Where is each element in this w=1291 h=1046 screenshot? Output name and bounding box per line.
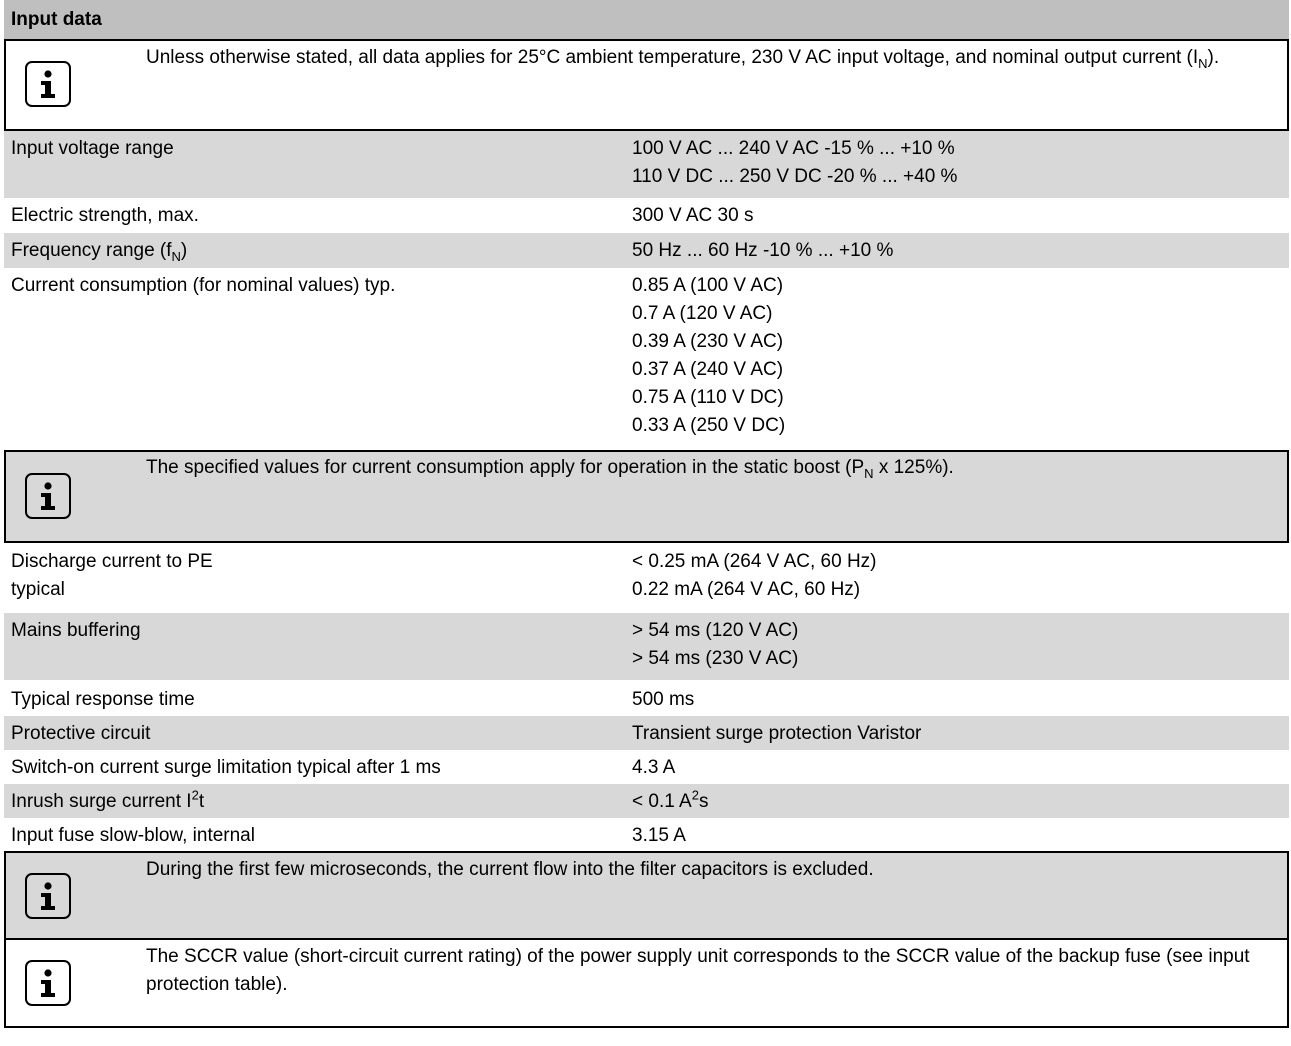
table-row: Frequency range (fN) 50 Hz ... 60 Hz -10…	[4, 233, 1289, 268]
row-value: 100 V AC ... 240 V AC -15 % ... +10 % 11…	[632, 138, 958, 187]
info-icon	[25, 473, 71, 519]
row-label: Input fuse slow-blow, internal	[11, 825, 255, 846]
row-value: 500 ms	[632, 689, 695, 710]
row-label: Input voltage range	[11, 138, 174, 159]
info-icon	[25, 61, 71, 107]
note-text: The SCCR value (short-circuit current ra…	[146, 946, 1250, 995]
note-text: During the first few microseconds, the c…	[146, 859, 874, 880]
section-title: Input data	[4, 0, 1289, 39]
table-row: Discharge current to PE typical < 0.25 m…	[4, 543, 1289, 613]
row-label: Inrush surge current I2t	[11, 787, 205, 812]
table-row: Input fuse slow-blow, internal 3.15 A	[4, 818, 1289, 851]
row-value: < 0.1 A2s	[632, 787, 709, 812]
table-row: Inrush surge current I2t < 0.1 A2s	[4, 784, 1289, 818]
table-row: Current consumption (for nominal values)…	[4, 268, 1289, 450]
info-note-sccr: The SCCR value (short-circuit current ra…	[4, 938, 1289, 1028]
info-icon	[25, 873, 71, 919]
row-label: Electric strength, max.	[11, 205, 199, 226]
row-value: Transient surge protection Varistor	[632, 723, 922, 744]
row-value: 300 V AC 30 s	[632, 205, 754, 226]
section-title-text: Input data	[11, 8, 102, 30]
table-row: Protective circuit Transient surge prote…	[4, 716, 1289, 750]
table-row: Switch-on current surge limitation typic…	[4, 750, 1289, 784]
row-value: > 54 ms (120 V AC) > 54 ms (230 V AC)	[632, 620, 799, 669]
table-row: Input voltage range 100 V AC ... 240 V A…	[4, 131, 1289, 198]
row-label: Protective circuit	[11, 723, 151, 744]
row-label: Current consumption (for nominal values)…	[11, 275, 396, 296]
row-value: 3.15 A	[632, 825, 686, 846]
info-note-ambient: Unless otherwise stated, all data applie…	[4, 39, 1289, 131]
table-row: Electric strength, max. 300 V AC 30 s	[4, 198, 1289, 233]
row-label: Frequency range (fN)	[11, 240, 188, 264]
row-value: 0.85 A (100 V AC) 0.7 A (120 V AC) 0.39 …	[632, 275, 786, 436]
note-text: Unless otherwise stated, all data applie…	[146, 47, 1220, 71]
info-icon	[25, 960, 71, 1006]
row-value: < 0.25 mA (264 V AC, 60 Hz) 0.22 mA (264…	[632, 551, 877, 600]
row-value: 4.3 A	[632, 757, 676, 778]
row-label: Discharge current to PE typical	[11, 551, 213, 600]
row-label: Mains buffering	[11, 620, 141, 641]
row-label: Switch-on current surge limitation typic…	[11, 757, 441, 778]
row-value: 50 Hz ... 60 Hz -10 % ... +10 %	[632, 240, 894, 261]
note-text: The specified values for current consump…	[146, 457, 954, 481]
table-row: Mains buffering > 54 ms (120 V AC) > 54 …	[4, 613, 1289, 680]
info-note-static-boost: The specified values for current consump…	[4, 450, 1289, 543]
row-label: Typical response time	[11, 689, 195, 710]
table-row: Typical response time 500 ms	[4, 680, 1289, 716]
input-data-table: Input data Unless otherwise stated, all …	[4, 0, 1289, 1028]
info-note-filter-capacitors: During the first few microseconds, the c…	[4, 851, 1289, 938]
